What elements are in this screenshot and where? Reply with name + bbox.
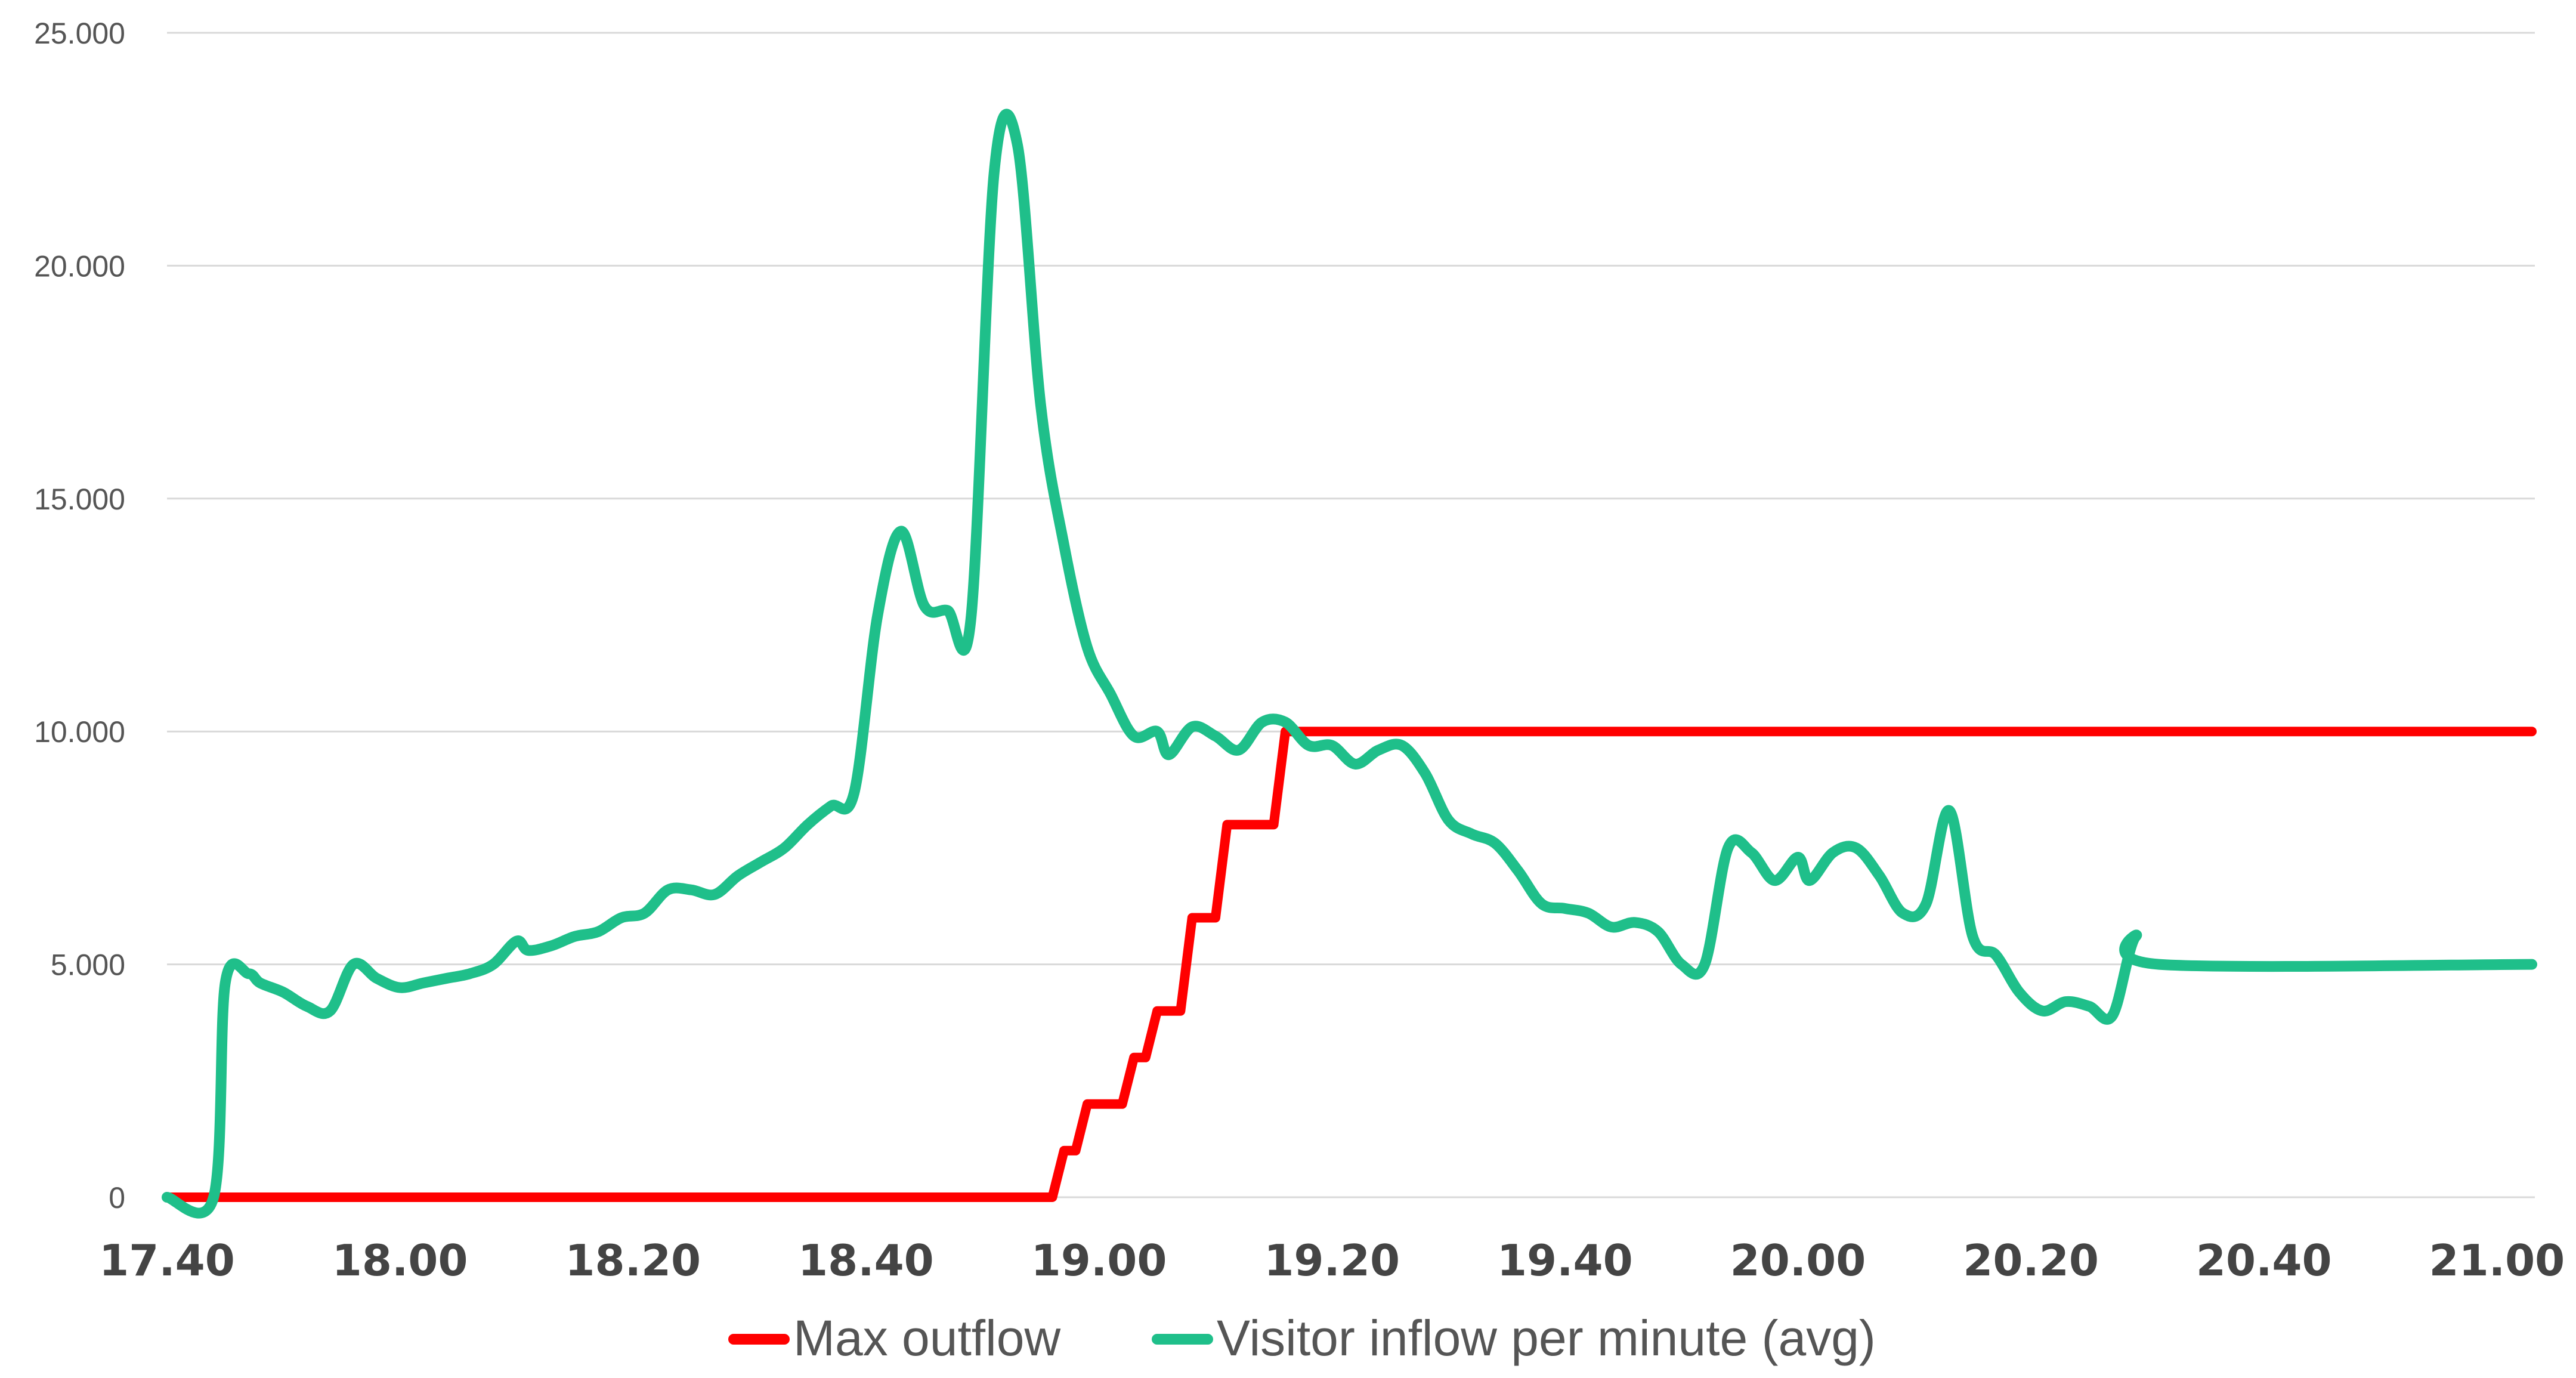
series-line-max-outflow <box>162 727 2537 1202</box>
y-tick-label: 0 <box>109 1181 125 1215</box>
series-line-visitor-inflow <box>162 109 2537 1219</box>
y-axis-ticks: 0 5.000 10.000 15.000 20.000 25.000 <box>34 17 125 1215</box>
y-tick-label: 15.000 <box>34 483 125 516</box>
series-lines <box>162 109 2537 1219</box>
x-tick-label: 17.40 <box>99 1235 235 1286</box>
legend-label-visitor-inflow: Visitor inflow per minute (avg) <box>1217 1310 1876 1366</box>
x-tick-label: 20.40 <box>2196 1235 2332 1286</box>
y-tick-label: 25.000 <box>34 17 125 50</box>
x-axis-ticks: 17.40 18.00 18.20 18.40 19.00 19.20 19.40 20.00… <box>99 1235 2565 1286</box>
x-tick-label: 18.40 <box>798 1235 934 1286</box>
legend-label-max-outflow: Max outflow <box>793 1310 1061 1366</box>
y-tick-label: 5.000 <box>51 948 125 982</box>
x-tick-label: 20.00 <box>1730 1235 1866 1286</box>
x-tick-label: 18.00 <box>332 1235 468 1286</box>
x-tick-label: 21.00 <box>2429 1235 2565 1286</box>
legend: Max outflow Visitor inflow per minute (a… <box>728 1310 1876 1366</box>
x-tick-label: 18.20 <box>565 1235 701 1286</box>
x-tick-label: 19.40 <box>1497 1235 1633 1286</box>
y-tick-label: 10.000 <box>34 715 125 749</box>
y-tick-label: 20.000 <box>34 249 125 283</box>
x-tick-label: 19.00 <box>1031 1235 1167 1286</box>
gridlines <box>167 32 2535 1198</box>
x-tick-label: 19.20 <box>1264 1235 1400 1286</box>
x-tick-label: 20.20 <box>1963 1235 2099 1286</box>
